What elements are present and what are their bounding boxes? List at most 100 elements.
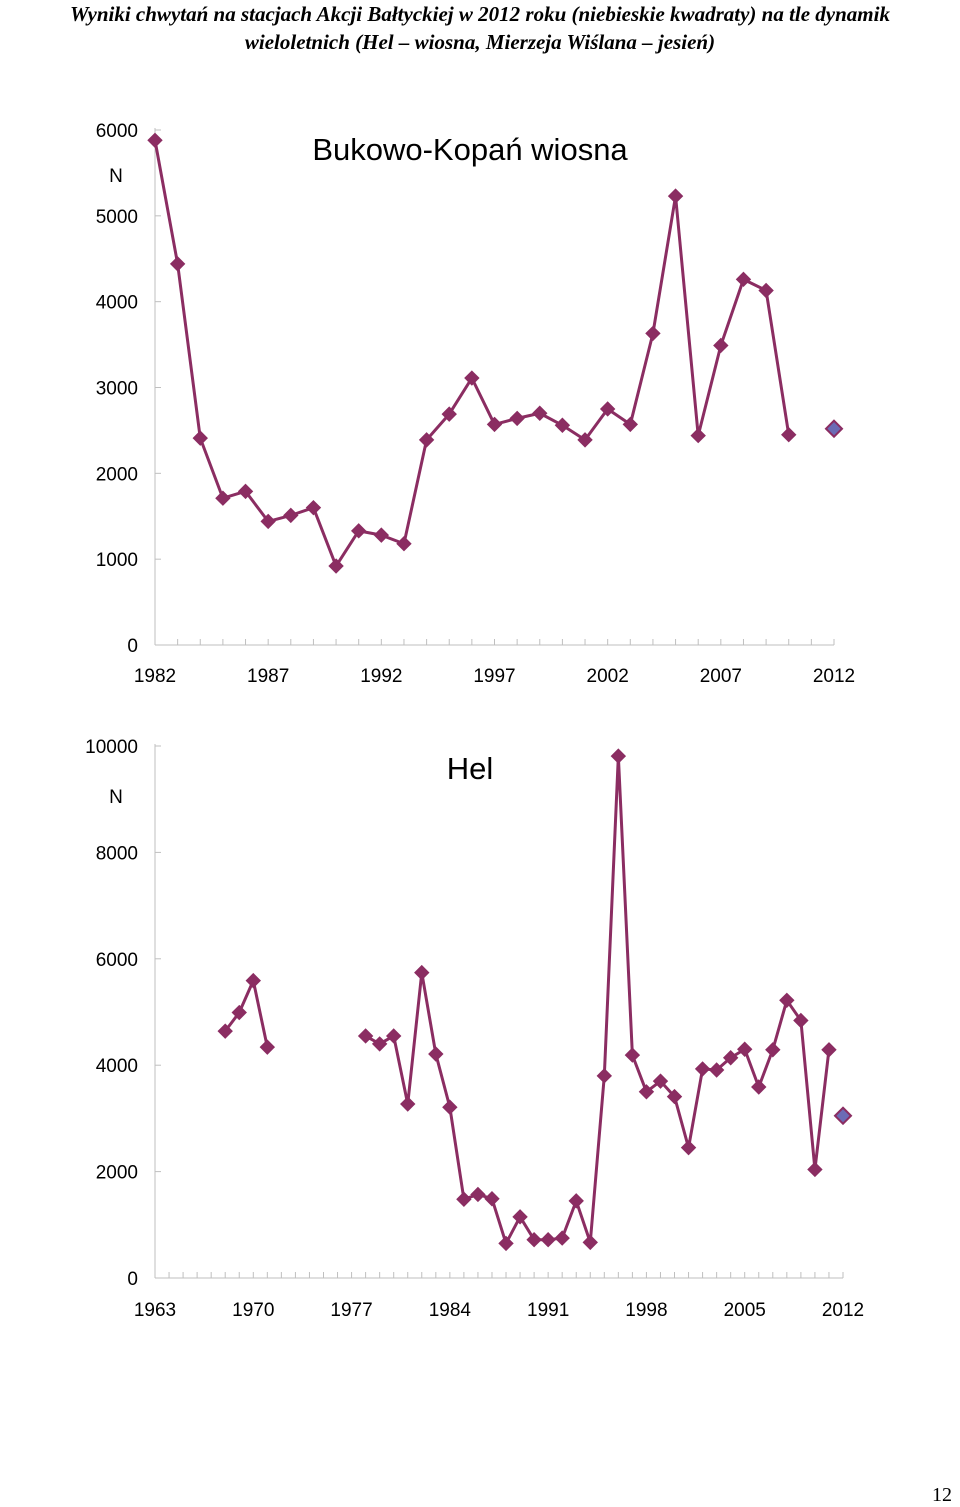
- data-point: [147, 132, 163, 149]
- x-tick-label: 1984: [429, 1300, 472, 1321]
- page-heading: Wyniki chwytań na stacjach Akcji Bałtyck…: [0, 0, 960, 56]
- data-point: [690, 427, 706, 444]
- x-tick-label: 1982: [134, 666, 176, 687]
- data-point: [283, 507, 299, 524]
- data-point: [737, 1041, 753, 1057]
- y-tick-label: 6000: [96, 121, 138, 142]
- y-tick-label: 0: [127, 1269, 138, 1290]
- series-line: [364, 754, 831, 1245]
- x-tick-label: 1991: [527, 1300, 569, 1321]
- data-point: [371, 1036, 388, 1052]
- data-point: [610, 748, 627, 764]
- data-point: [231, 1004, 247, 1021]
- data-point: [599, 401, 616, 417]
- data-point: [645, 325, 661, 342]
- y-tick-label: 0: [127, 636, 138, 657]
- data-point: [821, 1042, 837, 1058]
- data-point: [169, 256, 186, 272]
- data-point: [259, 1039, 276, 1055]
- data-point: [667, 188, 684, 204]
- data-point: [713, 337, 729, 354]
- x-tick-label: 1992: [360, 666, 402, 687]
- chart-title: Hel: [447, 751, 494, 786]
- data-point: [779, 992, 795, 1009]
- data-point: [540, 1231, 556, 1248]
- x-tick-label: 2005: [724, 1300, 766, 1321]
- data-point: [373, 527, 390, 543]
- x-tick-label: 1998: [625, 1300, 667, 1321]
- data-point: [245, 972, 261, 989]
- data-point: [305, 499, 322, 516]
- y-tick-label: 4000: [96, 1056, 138, 1077]
- data-point: [498, 1235, 514, 1252]
- y-tick-label: 5000: [96, 207, 138, 228]
- data-point: [708, 1062, 725, 1078]
- x-tick-label: 2012: [822, 1300, 864, 1321]
- data-point: [418, 432, 435, 448]
- data-point: [414, 964, 430, 981]
- data-point: [192, 430, 208, 446]
- chart-bukowo-kopan: 0 1000 2000 3000 4000 5000 6000 1982 1987 1992 199…: [96, 121, 855, 687]
- x-tick-label: 1987: [247, 666, 289, 687]
- data-point: [442, 1099, 458, 1115]
- data-point: [781, 427, 797, 443]
- data-point: [237, 483, 254, 500]
- data-point: [215, 490, 231, 506]
- series-line: [224, 979, 269, 1048]
- data-point: [638, 1084, 655, 1100]
- x-tick-label: 2007: [700, 666, 742, 687]
- x-tick-label: 1977: [330, 1300, 372, 1321]
- data-point: [793, 1012, 809, 1029]
- page-number: 12: [932, 1484, 952, 1506]
- data-point: [596, 1068, 613, 1084]
- y-tick-label: 4000: [96, 293, 138, 314]
- data-point: [217, 1023, 233, 1039]
- data-point: [554, 417, 571, 433]
- data-point: [751, 1079, 767, 1095]
- chart-title: Bukowo-Kopań wiosna: [312, 132, 628, 167]
- data-point: [526, 1231, 542, 1248]
- data-point: [624, 1047, 641, 1063]
- data-point: [470, 1186, 486, 1203]
- x-tick-label: 1997: [473, 666, 515, 687]
- chart-hel: 0 2000 4000 6000 8000 10000 1963 1970 1977 1984 19…: [85, 737, 864, 1321]
- data-point: [428, 1046, 444, 1062]
- data-point: [484, 1191, 500, 1207]
- data-point: [735, 271, 752, 288]
- data-point: [441, 406, 457, 422]
- data-point: [622, 416, 639, 433]
- y-axis-title: N: [109, 787, 123, 808]
- series-line: [153, 140, 791, 568]
- data-point: [486, 416, 503, 433]
- data-point: [582, 1234, 598, 1251]
- y-tick-label: 8000: [96, 843, 138, 864]
- data-point: [456, 1191, 472, 1207]
- data-point: [532, 405, 548, 421]
- x-tick-label: 2012: [813, 666, 855, 687]
- y-axis-title: N: [109, 166, 123, 187]
- data-point: [260, 513, 276, 530]
- data-point-2012: [833, 1106, 853, 1126]
- data-point: [694, 1061, 711, 1077]
- data-point: [554, 1230, 570, 1246]
- y-tick-label: 2000: [96, 1163, 138, 1184]
- data-point: [666, 1088, 683, 1105]
- data-point: [509, 410, 525, 427]
- x-tick-label: 1963: [134, 1300, 176, 1321]
- heading-line-1: Wyniki chwytań na stacjach Akcji Bałtyck…: [70, 2, 890, 26]
- data-point-2012: [824, 419, 844, 439]
- y-tick-label: 10000: [85, 737, 138, 758]
- data-point: [400, 1096, 416, 1112]
- x-tick-label: 1970: [232, 1300, 274, 1321]
- data-point: [577, 432, 593, 448]
- data-point: [396, 536, 412, 552]
- y-tick-label: 1000: [96, 550, 138, 571]
- y-tick-label: 3000: [96, 379, 138, 400]
- data-point: [385, 1028, 402, 1044]
- data-point: [765, 1042, 781, 1058]
- x-tick-label: 2002: [587, 666, 629, 687]
- data-point: [350, 523, 367, 539]
- data-point: [680, 1139, 697, 1156]
- data-point: [722, 1050, 739, 1066]
- heading-line-2: wieloletnich (Hel – wiosna, Mierzeja Wiś…: [244, 30, 716, 54]
